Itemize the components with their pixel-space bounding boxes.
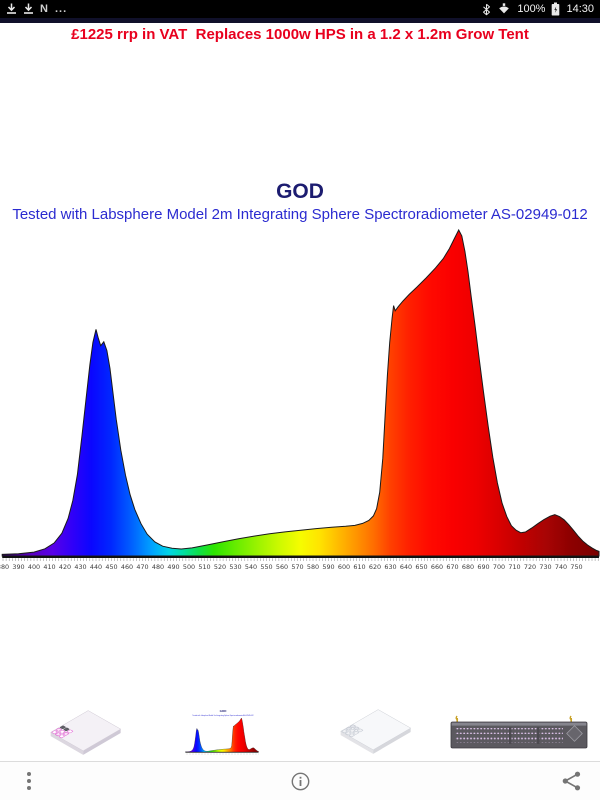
spectrum-chart-thumbnail-image: GOD Tested with Labsphere Model 2m Integ… bbox=[185, 709, 259, 755]
svg-text:540: 540 bbox=[245, 563, 257, 571]
svg-text:590: 590 bbox=[322, 563, 334, 571]
svg-text:520: 520 bbox=[214, 563, 226, 571]
svg-text:630: 630 bbox=[384, 563, 396, 571]
thumbnail-chart-title: GOD bbox=[220, 709, 228, 713]
share-icon[interactable] bbox=[554, 764, 588, 798]
svg-text:430: 430 bbox=[74, 563, 86, 571]
svg-text:450: 450 bbox=[105, 563, 117, 571]
svg-text:440: 440 bbox=[90, 563, 102, 571]
download-icon bbox=[7, 3, 16, 14]
svg-text:670: 670 bbox=[446, 563, 458, 571]
promo-banner-text: £1225 rrp in VAT Replaces 1000w HPS in a… bbox=[71, 26, 529, 43]
svg-text:490: 490 bbox=[167, 563, 179, 571]
led-panel-white-image bbox=[340, 709, 412, 754]
wifi-icon bbox=[499, 3, 510, 14]
info-icon[interactable] bbox=[283, 764, 317, 798]
kebab-menu-icon[interactable] bbox=[12, 764, 46, 798]
svg-text:620: 620 bbox=[369, 563, 381, 571]
download-icon bbox=[24, 3, 33, 14]
svg-text:400: 400 bbox=[28, 563, 40, 571]
svg-text:640: 640 bbox=[400, 563, 412, 571]
svg-text:740: 740 bbox=[555, 563, 567, 571]
overflow-dots: ... bbox=[54, 3, 68, 15]
battery-percent-text: 100% bbox=[517, 3, 546, 15]
svg-text:720: 720 bbox=[524, 563, 536, 571]
svg-text:570: 570 bbox=[291, 563, 303, 571]
chart-title: GOD bbox=[276, 180, 324, 203]
led-bar-fixture-thumbnail[interactable] bbox=[449, 711, 591, 753]
bluetooth-icon bbox=[483, 3, 491, 15]
svg-text:380: 380 bbox=[0, 563, 9, 571]
svg-text:420: 420 bbox=[59, 563, 71, 571]
svg-text:530: 530 bbox=[229, 563, 241, 571]
svg-text:560: 560 bbox=[276, 563, 288, 571]
battery-icon bbox=[552, 2, 560, 16]
nfc-icon: N bbox=[40, 3, 49, 15]
status-bar: N ... 100% 14:30 bbox=[0, 0, 600, 18]
svg-text:700: 700 bbox=[493, 563, 505, 571]
svg-text:410: 410 bbox=[43, 563, 55, 571]
led-panel-magenta-thumbnail[interactable] bbox=[42, 699, 126, 759]
svg-text:390: 390 bbox=[12, 563, 24, 571]
svg-text:580: 580 bbox=[307, 563, 319, 571]
svg-text:750: 750 bbox=[570, 563, 582, 571]
svg-text:600: 600 bbox=[338, 563, 350, 571]
status-bar-system: 100% 14:30 bbox=[482, 0, 594, 18]
svg-text:470: 470 bbox=[136, 563, 148, 571]
status-bar-shadow bbox=[0, 18, 600, 23]
svg-text:480: 480 bbox=[152, 563, 164, 571]
thumbnail-chart-subtitle: Tested with Labsphere Model 2m Integrati… bbox=[192, 714, 253, 717]
svg-text:500: 500 bbox=[183, 563, 195, 571]
svg-text:650: 650 bbox=[415, 563, 427, 571]
svg-text:710: 710 bbox=[508, 563, 520, 571]
clock-text: 14:30 bbox=[566, 3, 594, 15]
svg-text:690: 690 bbox=[477, 563, 489, 571]
spectrum-chart-thumbnail[interactable]: GOD Tested with Labsphere Model 2m Integ… bbox=[184, 705, 262, 757]
svg-text:460: 460 bbox=[121, 563, 133, 571]
svg-text:550: 550 bbox=[260, 563, 272, 571]
spectrum-chart-svg: 3803904004104204304404504604704804905005… bbox=[0, 228, 600, 571]
svg-text:660: 660 bbox=[431, 563, 443, 571]
status-bar-notifications: N ... bbox=[6, 3, 67, 15]
svg-text:680: 680 bbox=[462, 563, 474, 571]
led-bar-fixture-image bbox=[450, 715, 588, 749]
svg-text:730: 730 bbox=[539, 563, 551, 571]
chart-subtitle: Tested with Labsphere Model 2m Integrati… bbox=[12, 206, 588, 223]
svg-text:510: 510 bbox=[198, 563, 210, 571]
svg-text:610: 610 bbox=[353, 563, 365, 571]
led-panel-white-thumbnail[interactable] bbox=[332, 698, 416, 758]
thumbnail-spectrum-plot bbox=[185, 717, 259, 753]
led-panel-magenta-image bbox=[50, 710, 122, 755]
bottom-toolbar bbox=[0, 761, 600, 800]
spectrum-chart: 3803904004104204304404504604704804905005… bbox=[0, 220, 600, 576]
